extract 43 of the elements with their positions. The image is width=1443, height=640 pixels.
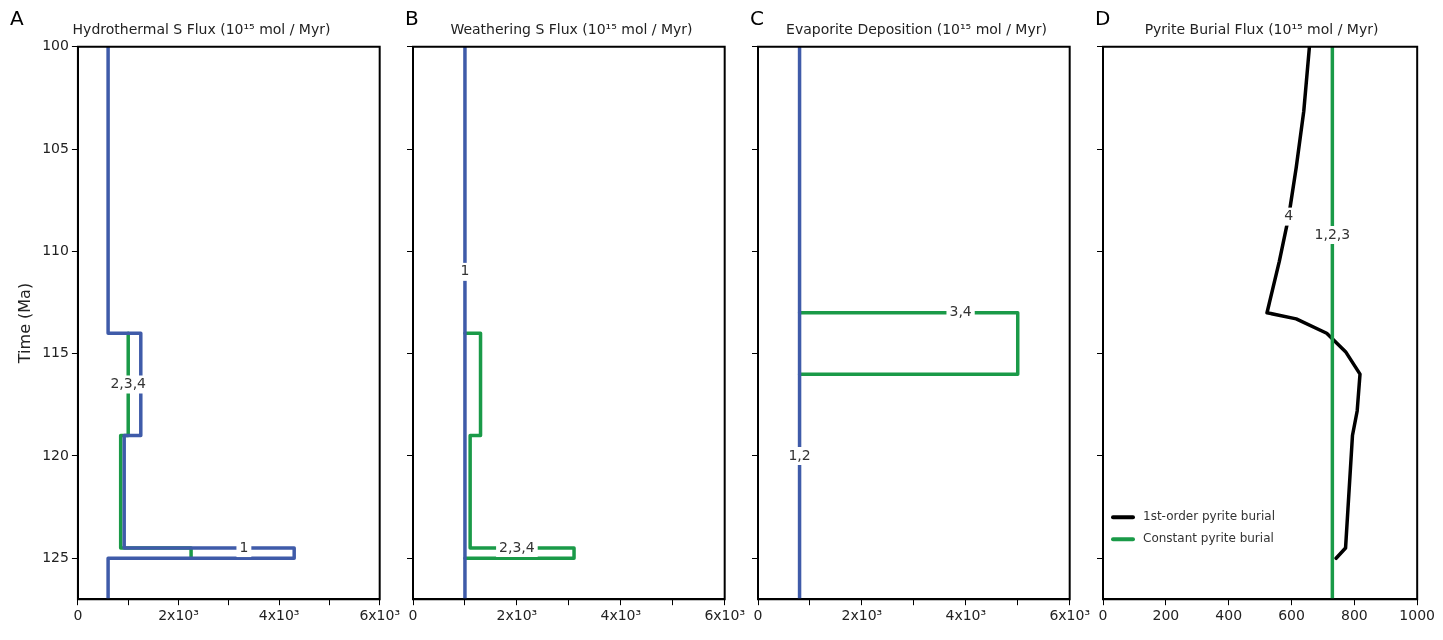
annotation: 1,2 xyxy=(788,446,811,463)
x-tick-label: 2x10³ xyxy=(158,607,199,624)
x-tick-label: 0 xyxy=(1098,607,1108,624)
x-tick-label: 2x10³ xyxy=(841,607,883,624)
x-tick-label: 0 xyxy=(753,607,763,624)
x-tick-label: 800 xyxy=(1340,607,1368,624)
x-tick-label: 600 xyxy=(1278,607,1305,624)
x-tick-label: 0 xyxy=(73,607,83,624)
annotation: 1 xyxy=(239,538,249,555)
legend-label: Constant pyrite burial xyxy=(1143,531,1274,546)
x-tick-label: 4x10³ xyxy=(258,607,300,624)
x-tick-label: 0 xyxy=(408,607,418,624)
x-tick-label: 6x10³ xyxy=(1049,607,1090,624)
y-tick-label: 100 xyxy=(42,37,69,54)
y-tick-label: 120 xyxy=(42,446,69,463)
annotation: 1,2,3 xyxy=(1314,225,1351,242)
text: B xyxy=(405,6,419,31)
x-tick-label: 4x10³ xyxy=(600,607,642,624)
x-tick-label: 2x10³ xyxy=(496,607,538,624)
y-tick-label: 115 xyxy=(42,344,69,361)
annotation: 4 xyxy=(1284,207,1294,224)
annotation: 2,3,4 xyxy=(499,538,535,555)
x-tick-label: 6x10³ xyxy=(359,607,400,624)
annotation: 2,3,4 xyxy=(110,375,147,392)
y-tick-label: 105 xyxy=(42,139,69,156)
x-tick-label: 1000 xyxy=(1399,607,1436,624)
chart-title: Evaporite Deposition (10¹⁵ mol / Myr) xyxy=(786,21,1047,38)
text: C xyxy=(750,6,764,31)
x-tick-label: 400 xyxy=(1215,607,1243,624)
text: A xyxy=(10,6,24,31)
y-tick-label: 110 xyxy=(42,242,69,259)
text: D xyxy=(1095,6,1111,31)
y-tick-label: 125 xyxy=(42,548,69,565)
annotation: 1 xyxy=(460,262,470,279)
legend-label: 1st-order pyrite burial xyxy=(1143,509,1276,524)
annotation: 3,4 xyxy=(949,303,972,320)
chart-title: Pyrite Burial Flux (10¹⁵ mol / Myr) xyxy=(1144,21,1379,38)
x-tick-label: 4x10³ xyxy=(945,607,987,624)
x-tick-label: 6x10³ xyxy=(704,607,745,624)
x-tick-label: 200 xyxy=(1152,607,1180,624)
chart-title: Weathering S Flux (10¹⁵ mol / Myr) xyxy=(450,21,693,38)
chart-title: Hydrothermal S Flux (10¹⁵ mol / Myr) xyxy=(72,21,331,38)
y-axis-title: Time (Ma) xyxy=(14,282,34,365)
